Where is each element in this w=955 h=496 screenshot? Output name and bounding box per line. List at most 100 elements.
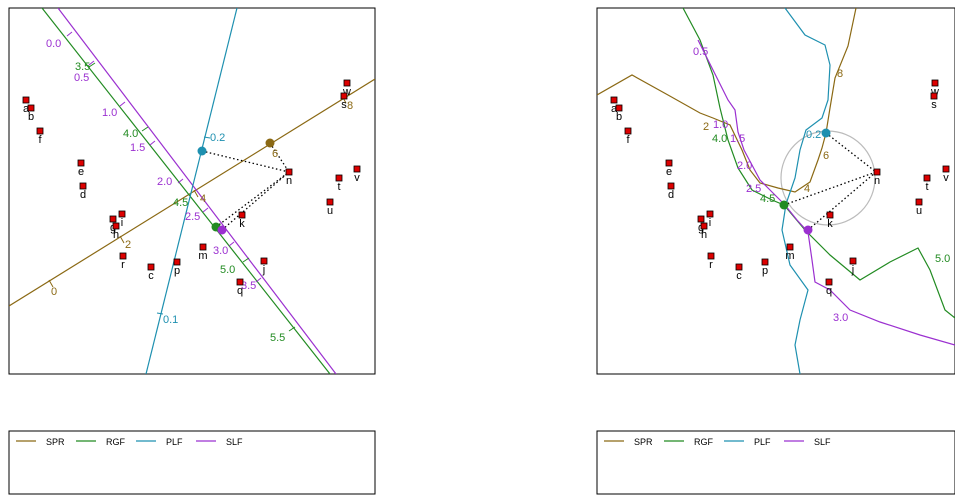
right-slf-label: 3.0 (833, 312, 848, 324)
right-point-label-c: c (736, 270, 742, 282)
left-point-marker-d (79, 182, 87, 190)
left-point-label-w: w (342, 86, 351, 98)
right-spr-label: 4 (804, 183, 810, 195)
left-point-marker-k (238, 211, 246, 219)
right-dotted-slf-n (807, 171, 877, 231)
right-slf-label: 1.0 (713, 119, 728, 131)
left-plf-dot (197, 146, 207, 156)
left-dotted-slf-n (221, 171, 290, 231)
left-slf-line (57, 8, 337, 374)
right-point-label-u: u (916, 205, 922, 217)
left-point-marker-f (36, 127, 44, 135)
right-dotted-plf-n (825, 132, 877, 173)
left-point-label-r: r (121, 259, 125, 271)
left-slf-tick (66, 31, 73, 37)
left-point-marker-i (118, 210, 126, 218)
left-rgf-label: 5.0 (220, 264, 235, 276)
left-spr-label: 0 (51, 286, 57, 298)
left-slf-label: 2.5 (185, 211, 200, 223)
right-point-label-f: f (626, 134, 630, 146)
left-legend-label-rgf: RGF (106, 437, 126, 447)
right-rgf-label: 4.5 (760, 193, 775, 205)
left-plf-tick (156, 312, 164, 315)
left-rgf-label: 3.5 (75, 61, 90, 73)
right-point-marker-v (942, 165, 950, 173)
left-slf-label: 3.5 (241, 280, 256, 292)
right-slf-curve (697, 39, 955, 346)
right-slf-label: 0.5 (693, 46, 708, 58)
left-point-label-b: b (28, 111, 34, 123)
left-point-marker-u (326, 198, 334, 206)
left-point-label-f: f (38, 134, 42, 146)
left-point-label-k: k (239, 218, 245, 230)
right-point-label-k: k (827, 218, 833, 230)
right-panel: 2 4 6 8 4.0 4.5 5.0 0.2 0.5 1.0 1.5 2.0 … (596, 7, 955, 375)
right-point-label-m: m (785, 250, 794, 262)
left-point-marker-h (112, 222, 120, 230)
left-point-marker-p (173, 258, 181, 266)
right-point-marker-f (624, 127, 632, 135)
left-point-label-q: q (237, 285, 243, 297)
left-slf-label: 3.0 (213, 245, 228, 257)
right-point-marker-d (667, 182, 675, 190)
left-point-marker-j (260, 257, 268, 265)
left-point-label-u: u (327, 205, 333, 217)
left-legend: SPR RGF PLF SLF (8, 430, 376, 495)
left-point-label-j: j (262, 264, 265, 276)
left-rgf-label: 5.5 (270, 332, 285, 344)
right-slf-label: 1.5 (730, 133, 745, 145)
right-point-marker-e (665, 159, 673, 167)
left-slf-tick (149, 140, 156, 146)
right-point-marker-r (707, 252, 715, 260)
left-plf-label: 0.1 (163, 314, 178, 326)
left-point-marker-g (109, 215, 117, 223)
right-point-label-b: b (616, 111, 622, 123)
right-slf-label: 2.0 (737, 160, 752, 172)
left-point-label-m: m (198, 250, 207, 262)
left-point-marker-e (77, 159, 85, 167)
left-slf-tick (119, 101, 126, 107)
left-dotted-rgf-n (215, 171, 290, 228)
left-plf-label: 0.2 (210, 132, 225, 144)
left-point-label-c: c (148, 270, 154, 282)
left-rgf-tick (242, 257, 250, 263)
right-point-marker-m (786, 243, 794, 251)
left-spr-label: 8 (347, 100, 353, 112)
left-point-marker-v (353, 165, 361, 173)
left-rgf-tick (88, 62, 96, 68)
left-point-label-a: a (23, 103, 30, 115)
left-point-marker-a (22, 96, 30, 104)
left-legend-label-plf: PLF (166, 437, 183, 447)
right-point-marker-n (873, 168, 881, 176)
right-point-marker-h (700, 222, 708, 230)
right-point-label-t: t (925, 181, 928, 193)
right-rgf-curve (682, 8, 955, 319)
right-spr-label: 8 (837, 68, 843, 80)
left-slf-tick (88, 60, 95, 66)
right-point-label-n: n (874, 175, 880, 187)
left-slf-label: 1.5 (130, 142, 145, 154)
right-point-marker-c (735, 263, 743, 271)
right-point-marker-u (915, 198, 923, 206)
left-point-marker-s (340, 92, 348, 100)
right-point-marker-b (615, 104, 623, 112)
left-legend-label-slf: SLF (226, 437, 243, 447)
left-slf-tick (177, 178, 184, 184)
left-rgf-line (41, 8, 331, 374)
right-point-marker-g (697, 215, 705, 223)
left-point-label-d: d (80, 189, 86, 201)
right-rgf-dot (779, 200, 789, 210)
left-point-label-e: e (78, 166, 84, 178)
left-slf-label: 0.5 (74, 72, 89, 84)
left-point-marker-m (199, 243, 207, 251)
right-plf-dot (821, 128, 831, 138)
right-legend: SPR RGF PLF SLF (596, 430, 955, 495)
right-point-marker-j (849, 257, 857, 265)
left-point-label-h: h (113, 229, 119, 241)
left-plf-tick (203, 136, 211, 139)
left-rgf-label: 4.5 (173, 197, 188, 209)
left-point-marker-c (147, 263, 155, 271)
left-point-label-s: s (341, 99, 347, 111)
left-slf-tick (228, 241, 235, 247)
left-slf-dot (217, 225, 227, 235)
